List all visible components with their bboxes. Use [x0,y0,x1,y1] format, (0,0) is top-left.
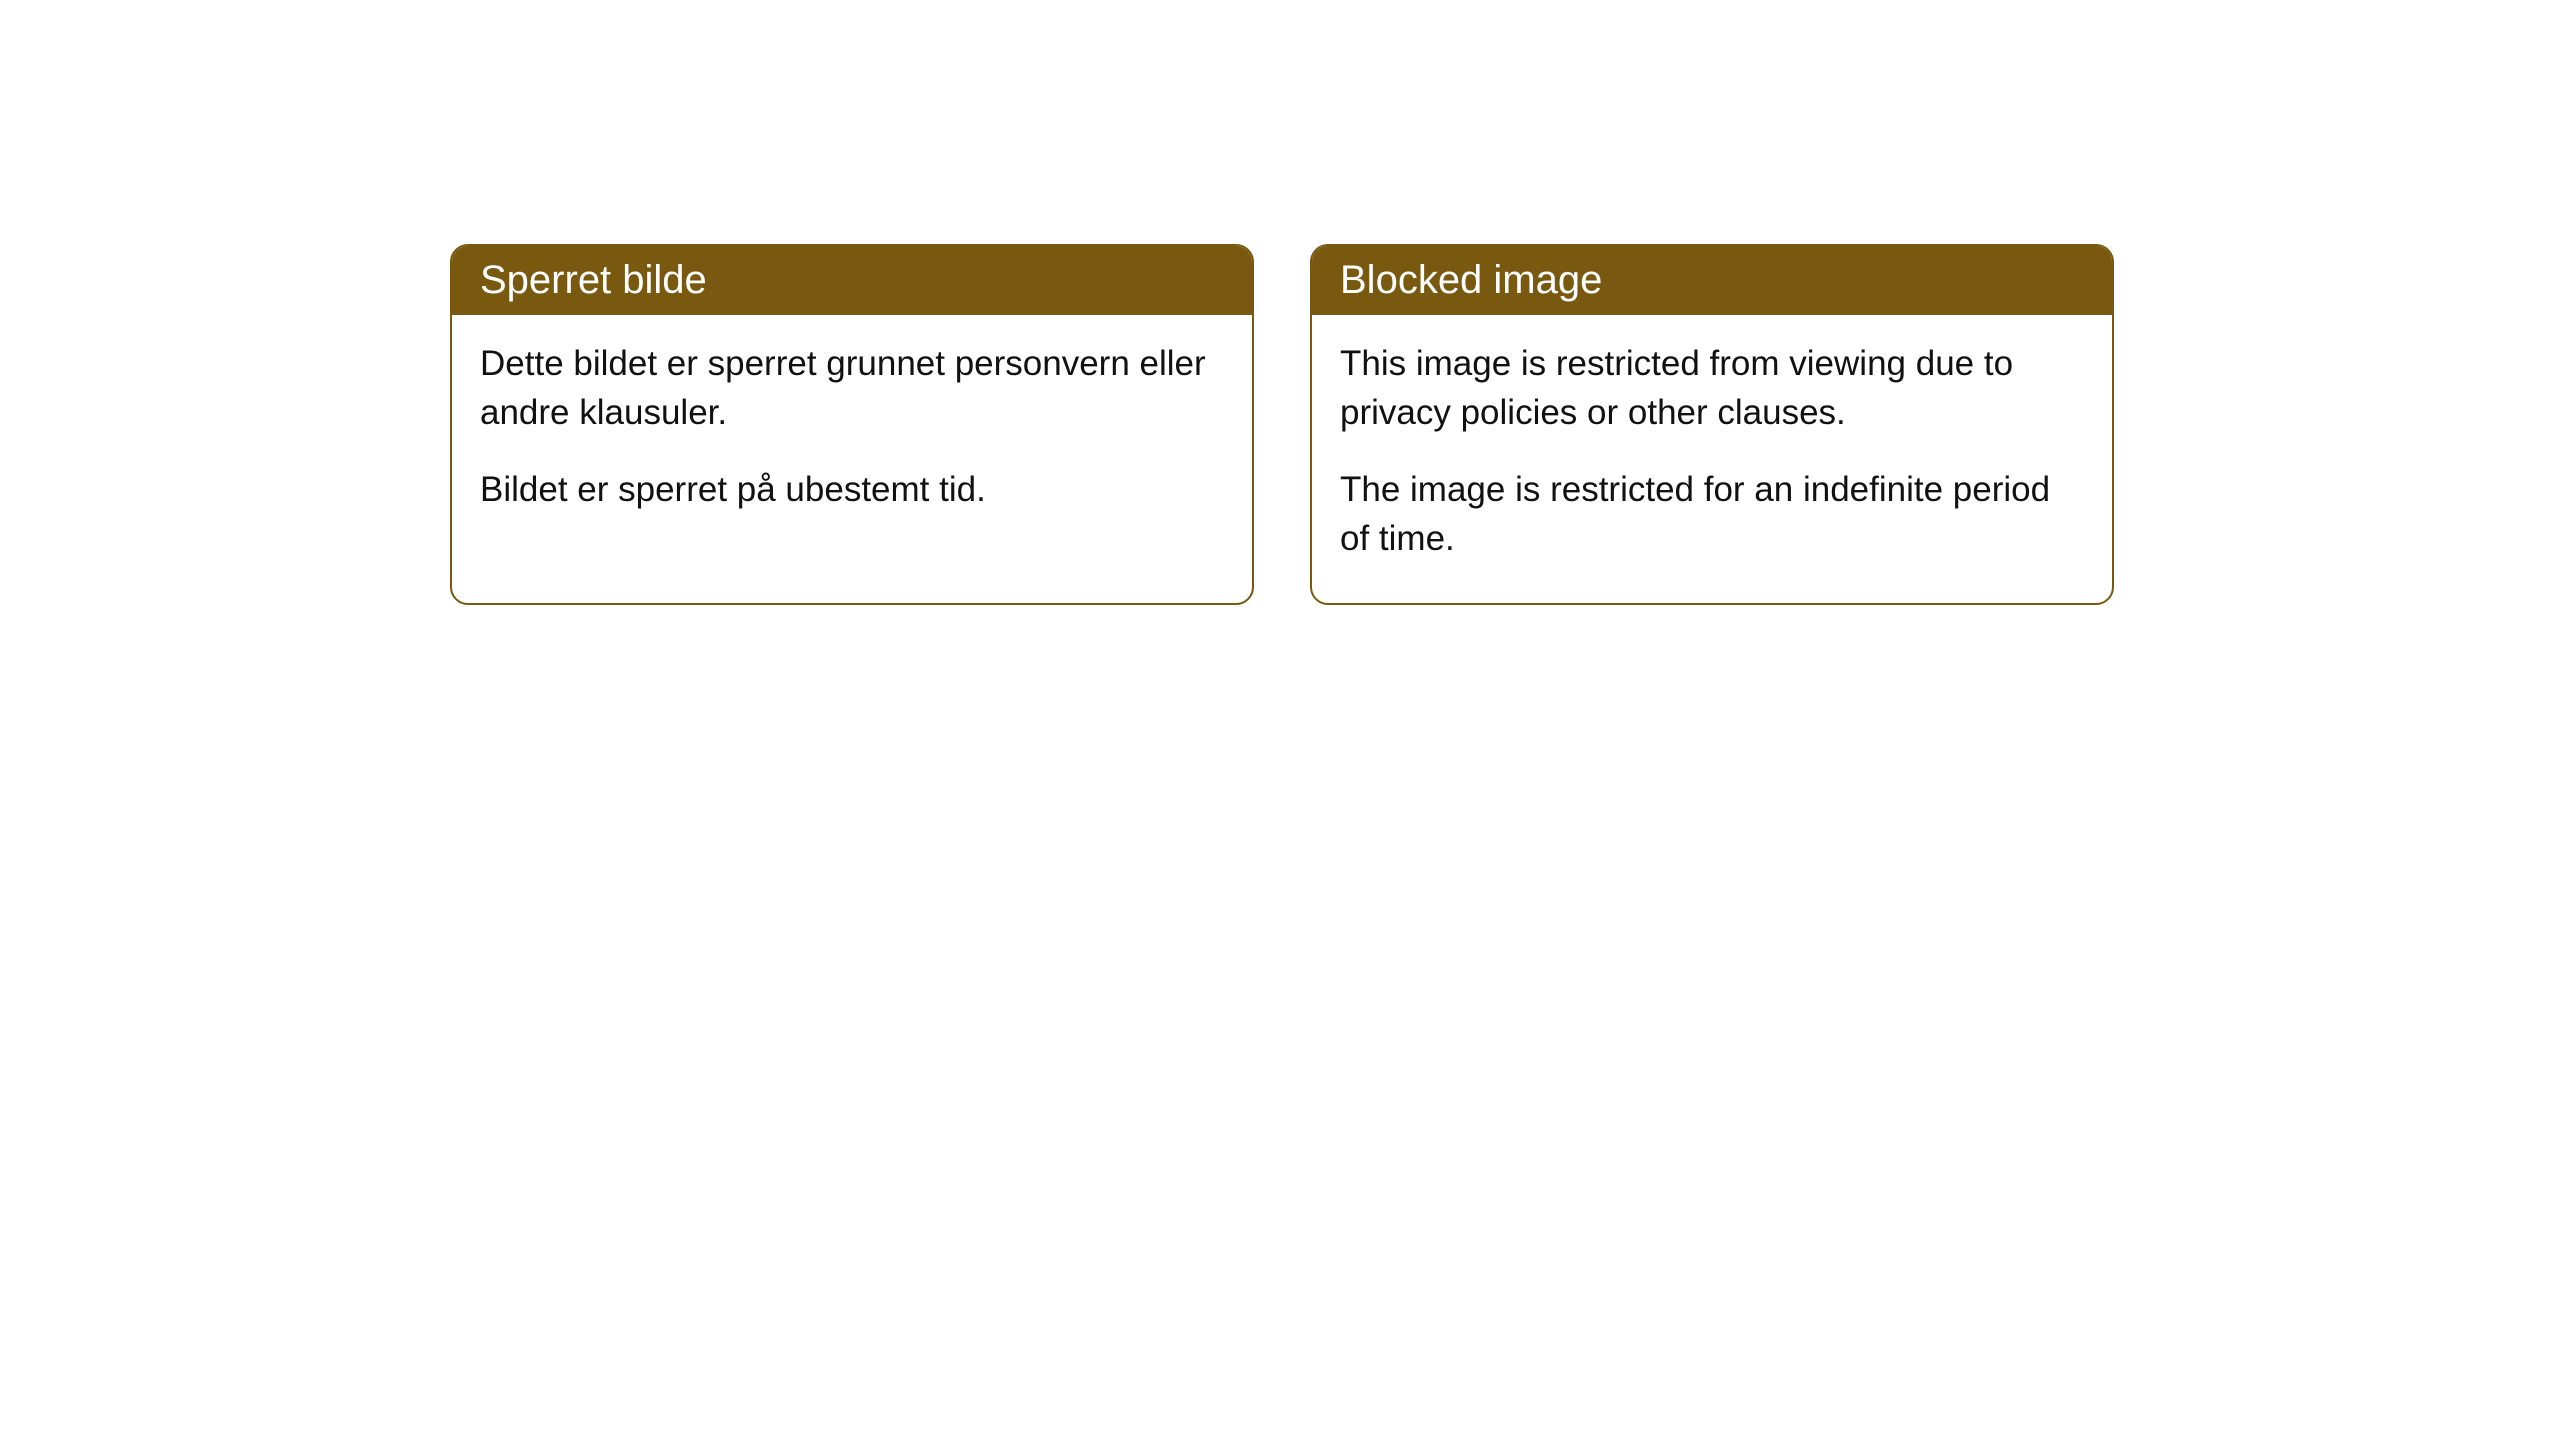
card-norwegian: Sperret bilde Dette bildet er sperret gr… [450,244,1254,605]
card-paragraph: Dette bildet er sperret grunnet personve… [480,339,1224,437]
card-header-english: Blocked image [1312,246,2112,315]
card-paragraph: Bildet er sperret på ubestemt tid. [480,465,1224,514]
card-body-norwegian: Dette bildet er sperret grunnet personve… [452,315,1252,554]
card-english: Blocked image This image is restricted f… [1310,244,2114,605]
card-paragraph: This image is restricted from viewing du… [1340,339,2084,437]
card-body-english: This image is restricted from viewing du… [1312,315,2112,603]
card-paragraph: The image is restricted for an indefinit… [1340,465,2084,563]
card-header-norwegian: Sperret bilde [452,246,1252,315]
cards-container: Sperret bilde Dette bildet er sperret gr… [450,244,2114,605]
